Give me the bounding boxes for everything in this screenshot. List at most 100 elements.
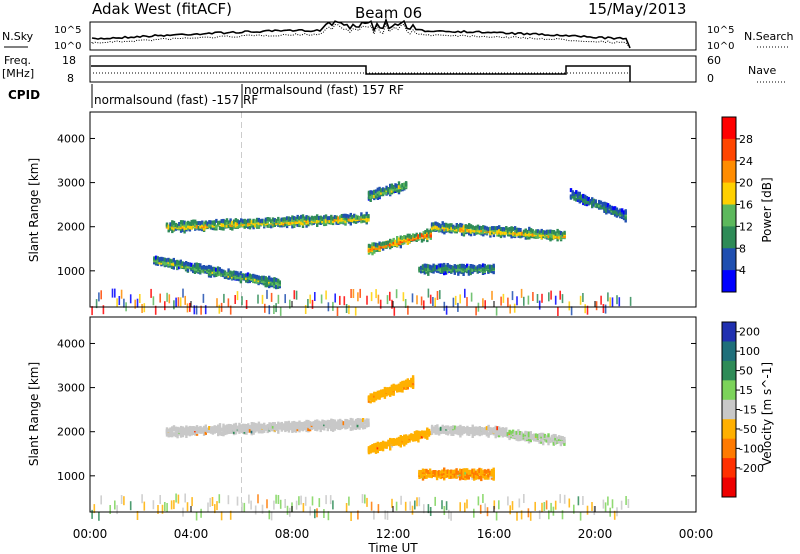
clutter-cell [95, 299, 98, 309]
echo-cell [610, 210, 613, 215]
echo-cell [397, 237, 401, 242]
echo-cell [435, 470, 439, 475]
echo-cell [411, 377, 415, 382]
echo-cell [361, 420, 365, 425]
clutter-cell [375, 289, 377, 299]
clutter-cell [286, 505, 289, 515]
clutter-cell [241, 296, 243, 306]
clutter-cell [377, 504, 380, 514]
clutter-cell [516, 296, 518, 306]
clutter-cell [129, 501, 132, 511]
echo-cell [195, 265, 198, 269]
echo-cell [294, 421, 298, 426]
echo-cell [515, 434, 518, 439]
clutter-cell [134, 299, 136, 309]
power-colorbar-label: Power [dB] [760, 177, 774, 242]
echo-cell [489, 266, 492, 271]
echo-cell [480, 264, 483, 269]
clutter-cell [434, 297, 436, 307]
echo-cell [271, 277, 274, 282]
echo-cell [229, 427, 232, 432]
echo-cell [257, 217, 261, 222]
clutter-cell [418, 497, 421, 507]
echo-cell [401, 436, 404, 440]
echo-cell [259, 423, 262, 428]
clutter-cell [195, 511, 198, 521]
echo-cell [413, 437, 417, 442]
echo-cell [399, 435, 402, 439]
clutter-cell [170, 500, 173, 510]
echo-cell [390, 440, 394, 445]
echo-cell [492, 233, 496, 238]
clutter-cell [436, 291, 439, 300]
echo-cell [524, 235, 527, 240]
colorbar-tick-label: 20 [739, 177, 753, 190]
echo-cell [330, 418, 333, 423]
clutter-cell [216, 501, 218, 511]
echo-cell [603, 201, 606, 206]
echo-cell [330, 422, 333, 427]
echo-cell [330, 220, 333, 225]
echo-cell [613, 206, 617, 211]
cpid-label: CPID [8, 88, 40, 102]
clutter-cell [604, 502, 607, 512]
echo-cell [413, 431, 417, 436]
echo-cell [351, 214, 354, 219]
echo-cell [489, 264, 492, 269]
echo-cell [349, 420, 352, 425]
echo-cell [552, 433, 555, 438]
echo-cell [246, 272, 250, 277]
echo-cell [263, 426, 266, 430]
echo-cell [181, 426, 185, 431]
clutter-cell [120, 495, 123, 504]
echo-cell [190, 225, 193, 230]
echo-cell [605, 202, 608, 207]
echo-band [430, 424, 508, 439]
echo-cell [248, 275, 251, 280]
echo-cell [513, 233, 517, 237]
echo-cell [460, 223, 464, 228]
clutter-cell [139, 294, 141, 303]
echo-cell [573, 191, 576, 196]
echo-cell [236, 219, 239, 224]
clutter-cell [141, 494, 143, 504]
echo-cell [373, 189, 376, 194]
echo-cell [305, 215, 308, 220]
colorbar-tick-label: 8 [739, 242, 746, 255]
echo-cell [455, 265, 458, 270]
nsky-noise-trace [91, 17, 631, 49]
echo-cell [480, 226, 483, 230]
echo-cell [460, 469, 464, 473]
clutter-cell [270, 511, 273, 521]
echo-cell [598, 203, 601, 208]
clutter-cell [595, 301, 598, 311]
echo-cell [192, 264, 195, 269]
echo-cell [178, 222, 181, 226]
echo-cell [563, 439, 566, 443]
echo-cell [499, 227, 503, 231]
echo-cell [255, 427, 259, 432]
clutter-cell [559, 290, 561, 300]
echo-cell [181, 220, 185, 225]
echo-cell [254, 428, 257, 433]
echo-cell [554, 439, 557, 444]
echo-cell [291, 421, 294, 426]
clutter-cell [193, 305, 196, 315]
echo-cell [344, 418, 347, 423]
clutter-cell [154, 305, 157, 315]
echo-cell [487, 264, 490, 269]
echo-cell [167, 433, 170, 438]
echo-cell [222, 218, 225, 223]
echo-cell [268, 424, 271, 429]
echo-cell [489, 230, 492, 235]
echo-cell [266, 223, 269, 228]
echo-cell [172, 225, 176, 230]
echo-cell [354, 418, 358, 423]
clutter-cell [439, 290, 441, 300]
echo-cell [248, 279, 251, 284]
echo-cell [195, 221, 199, 226]
echo-cell [234, 221, 238, 226]
echo-cell [316, 419, 319, 424]
echo-cell [224, 425, 227, 430]
echo-cell [263, 422, 266, 427]
